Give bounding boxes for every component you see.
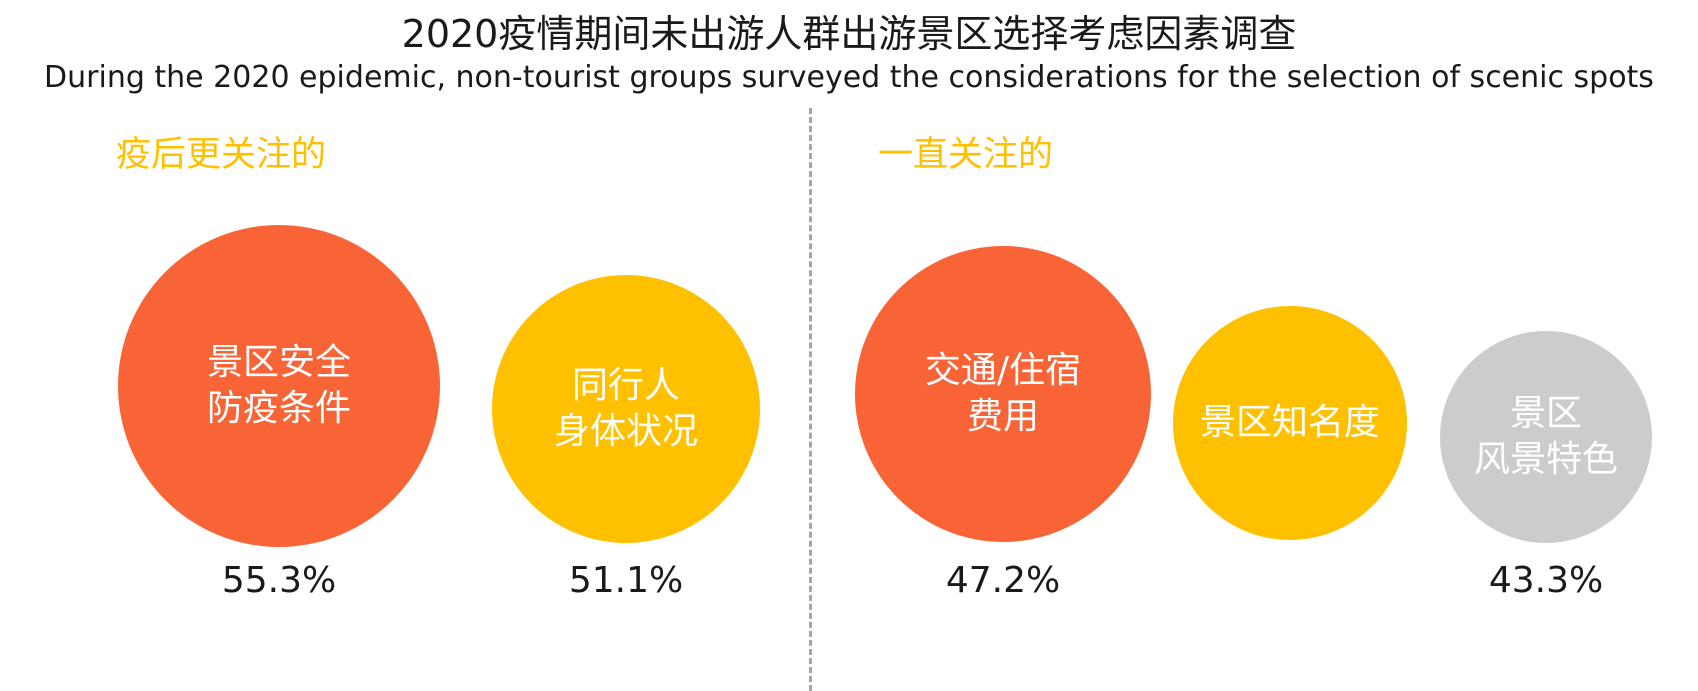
- bubble-label: 景区安全 防疫条件: [207, 340, 351, 432]
- bubble-g0-i0: 景区安全 防疫条件: [118, 225, 440, 547]
- bubble-label: 景区知名度: [1200, 400, 1380, 446]
- chart-subtitle: During the 2020 epidemic, non-tourist gr…: [44, 60, 1654, 95]
- bubble-label-line: 费用: [966, 396, 1039, 437]
- bubble-label-line: 风景特色: [1473, 439, 1618, 480]
- bubble-g1-i0: 交通/住宿费用: [855, 246, 1151, 542]
- bubble-label-line: 景区: [1509, 393, 1582, 434]
- value-label: 47.2%: [945, 560, 1061, 601]
- bubble-label: 景区 风景特色: [1474, 391, 1618, 483]
- bubble-label-line: 身体状况: [553, 411, 698, 452]
- bubble-label-line: 交通/住宿: [924, 350, 1082, 391]
- section-divider: [809, 108, 812, 691]
- section-label-always: 一直关注的: [878, 135, 1054, 175]
- value-label: 51.1%: [568, 560, 684, 601]
- value-label: 55.3%: [221, 560, 337, 601]
- bubble-label: 同行人 身体状况: [554, 363, 698, 455]
- section-label-post-epidemic: 疫后更关注的: [116, 135, 327, 175]
- bubble-g1-i1: 景区知名度: [1173, 306, 1407, 540]
- chart-title: 2020疫情期间未出游人群出游景区选择考虑因素调查: [401, 12, 1297, 56]
- value-label: 43.3%: [1488, 560, 1604, 601]
- bubble-g0-i1: 同行人 身体状况: [492, 275, 760, 543]
- bubble-label-line: 防疫条件: [206, 388, 351, 429]
- bubble-label: 交通/住宿费用: [925, 348, 1081, 440]
- bubble-label-line: 同行人: [571, 365, 680, 406]
- bubble-label-line: 景区安全: [206, 342, 351, 383]
- bubble-label-line: 景区知名度: [1199, 402, 1380, 443]
- bubble-g1-i2: 景区 风景特色: [1440, 331, 1652, 543]
